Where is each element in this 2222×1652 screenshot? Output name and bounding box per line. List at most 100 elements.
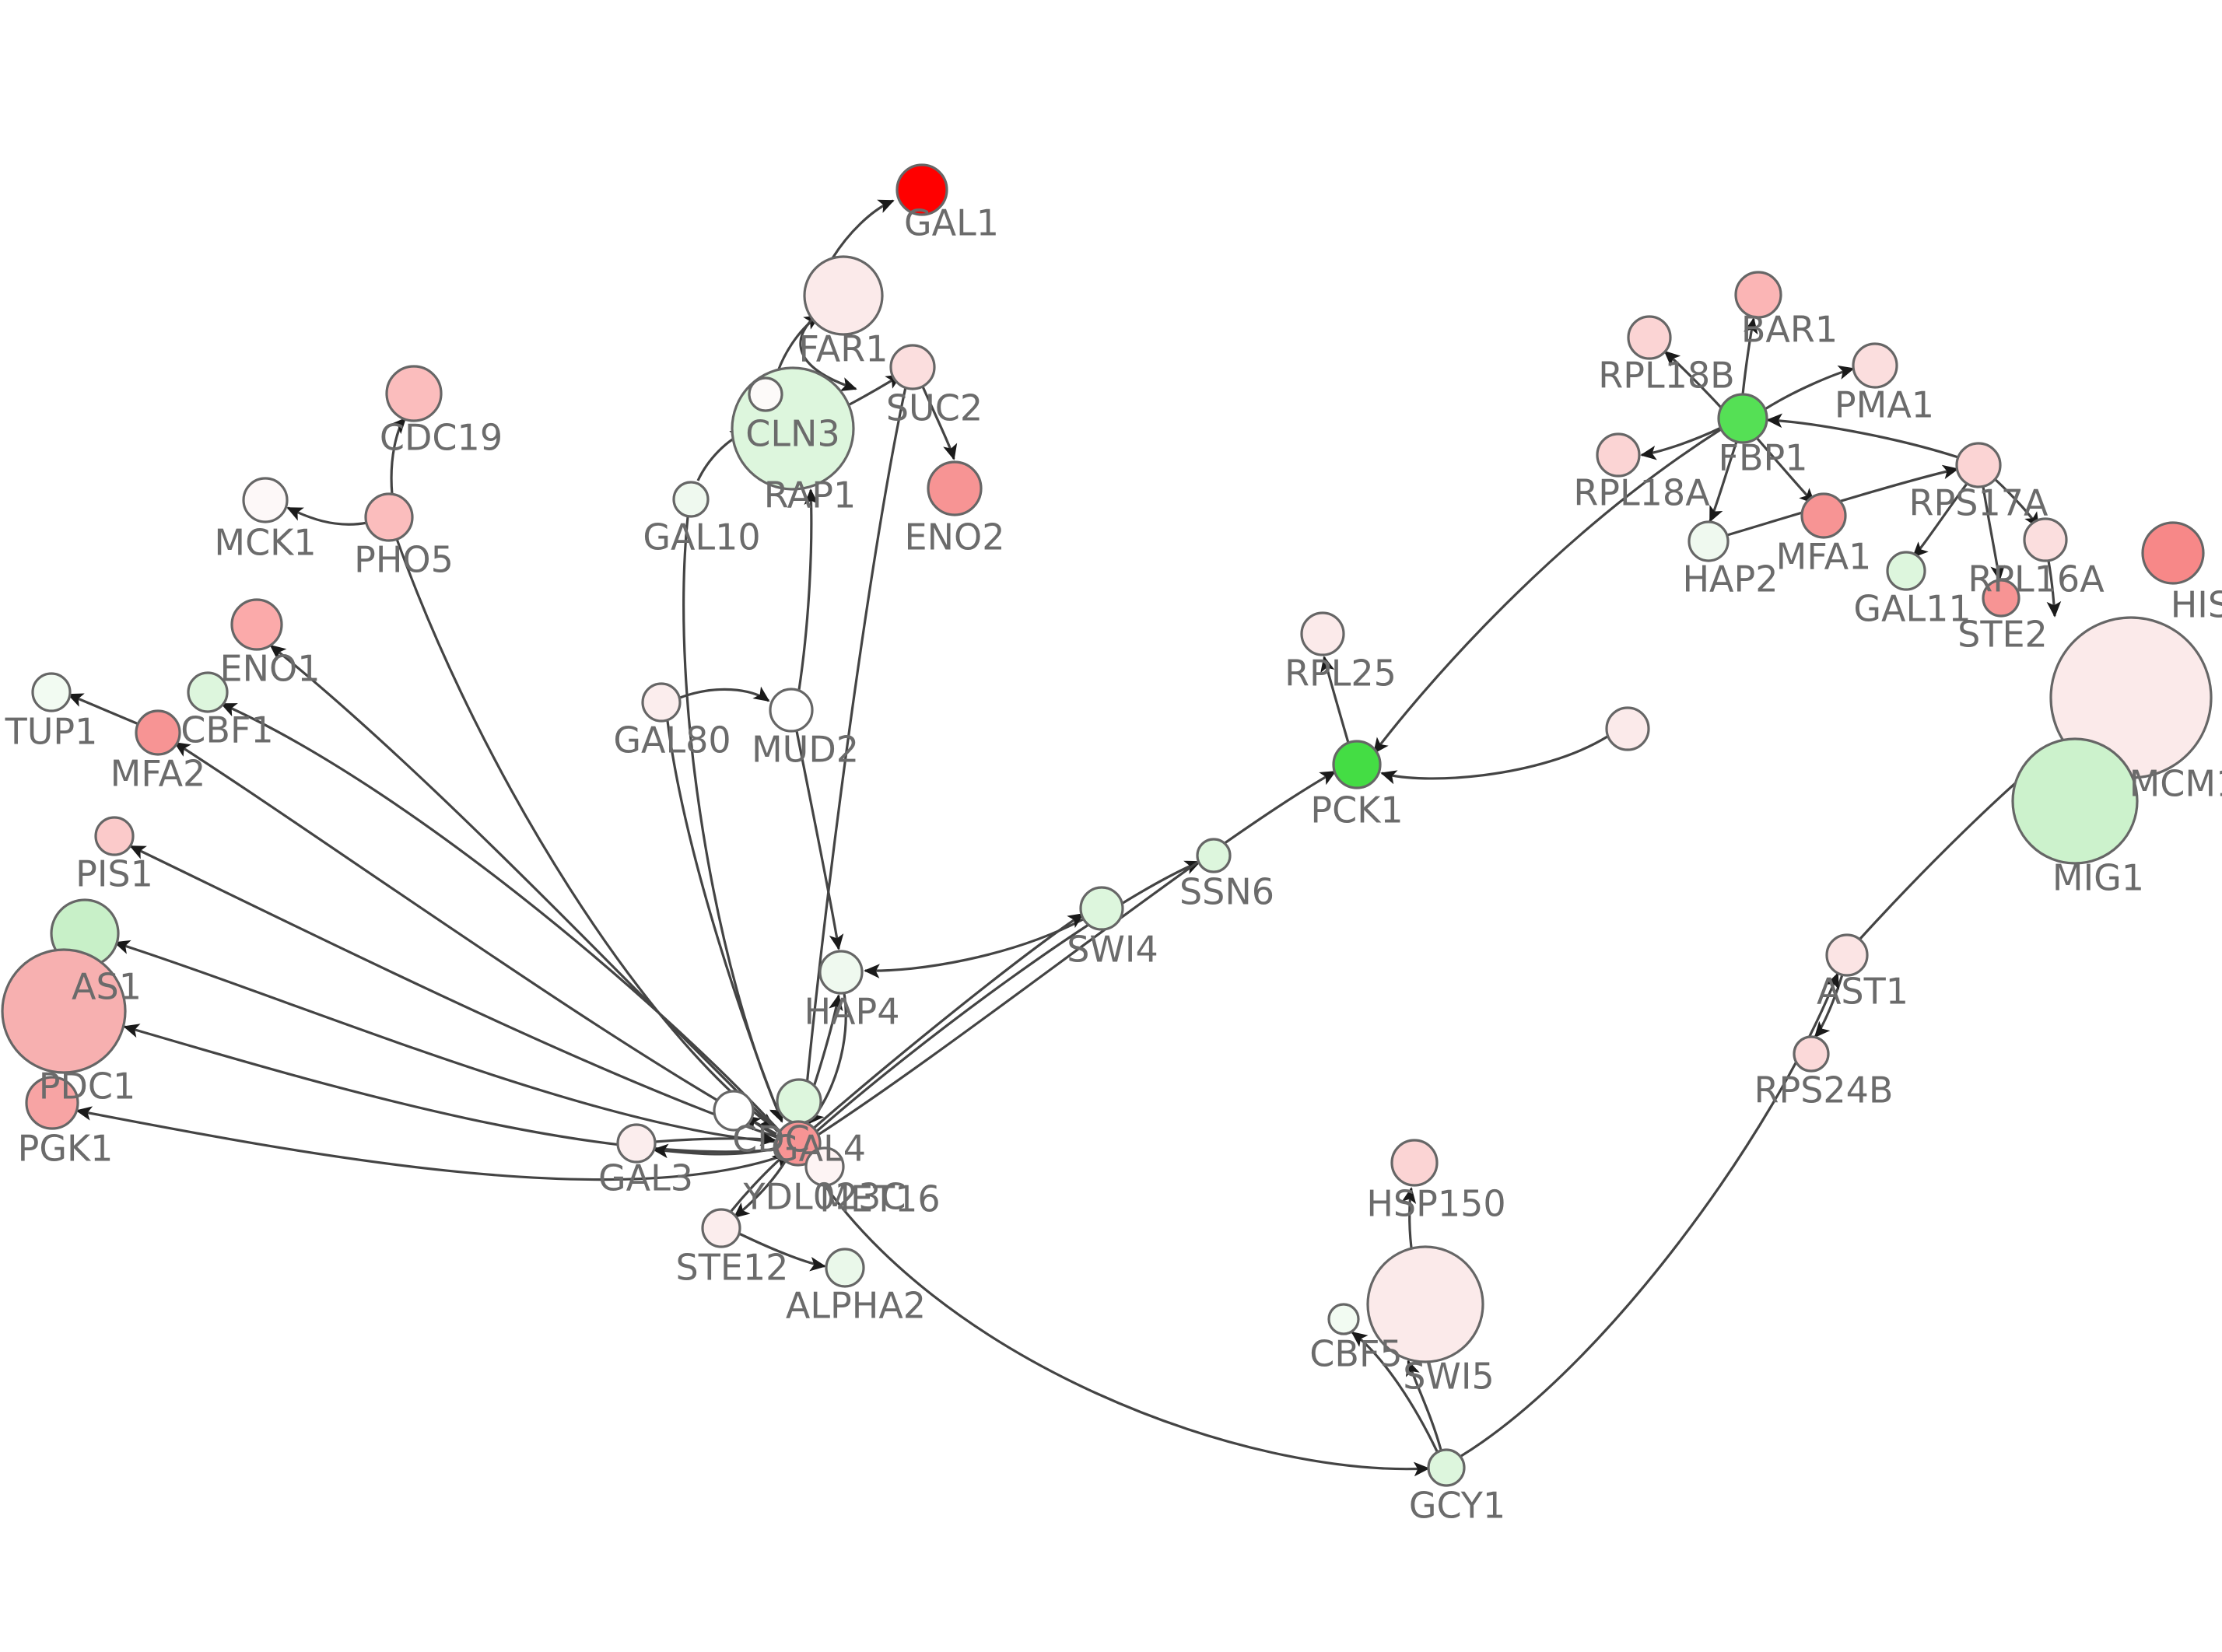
edge-gal4-to-pdc1 [123, 1024, 777, 1153]
node-gal10[interactable] [672, 481, 710, 518]
edge-far1-to-gal1 [831, 199, 895, 259]
node-label-ste2: STE2 [1957, 614, 2048, 656]
node-pis1[interactable] [94, 816, 135, 856]
node-label-hap2: HAP2 [1682, 558, 1778, 600]
node-rpl18b[interactable] [1627, 315, 1672, 360]
node-eno2[interactable] [927, 460, 983, 516]
edge-gal80-to-mud2 [679, 686, 770, 702]
node-gcy1[interactable] [1427, 1448, 1466, 1487]
node-label-mfa1: MFA1 [1776, 536, 1872, 578]
node-his4[interactable] [2141, 521, 2205, 585]
node-unk1[interactable] [1605, 706, 1650, 751]
node-gal11[interactable] [1886, 551, 1926, 591]
node-label-swi5: SWI5 [1403, 1356, 1495, 1398]
node-label-as1: AS1 [72, 966, 142, 1008]
node-label-alpha2: ALPHA2 [786, 1285, 926, 1327]
node-label-ast1: AST1 [1817, 971, 1908, 1013]
node-rpl16a[interactable] [2023, 517, 2068, 562]
edge-gal4-to-pis1 [129, 845, 777, 1139]
edge-rps17a-to-ste2 [1982, 486, 2005, 582]
edge-mud2-to-cln3 [797, 488, 819, 691]
edge-ast1-to-rps24b [1814, 974, 1844, 1038]
node-eno1[interactable] [230, 598, 283, 651]
edge-gal4-to-ssn6 [814, 860, 1201, 1134]
node-rpl18a[interactable] [1596, 432, 1641, 478]
edge-mfa2-to-tup1 [67, 693, 139, 726]
node-fbp1[interactable] [1717, 393, 1768, 444]
edge-rps17a-to-gal11 [1912, 483, 1968, 558]
node-suc2[interactable] [889, 344, 936, 390]
node-label-cln3: CLN3 [745, 413, 839, 455]
node-hap4[interactable] [818, 950, 864, 995]
edge-pho5-to-gal4 [395, 538, 776, 1129]
node-pgk1[interactable] [25, 1076, 79, 1130]
edge-swi5-to-hsp150 [1401, 1187, 1417, 1248]
node-rpl25[interactable] [1300, 611, 1345, 656]
node-ste12[interactable] [701, 1208, 741, 1248]
node-label-cdc19: CDC19 [380, 417, 503, 459]
node-label-eno2: ENO2 [905, 516, 1005, 558]
node-label-mig1: MIG1 [2052, 857, 2144, 899]
node-label-bar1: BAR1 [1741, 309, 1838, 351]
node-cdc[interactable] [713, 1090, 755, 1132]
node-pma1[interactable] [1852, 342, 1898, 389]
node-gal3[interactable] [616, 1123, 657, 1164]
node-label-gal80: GAL80 [613, 719, 731, 761]
node-label-ydl023c: YDL023C [742, 1176, 906, 1218]
node-label-gal3: GAL3 [598, 1157, 693, 1199]
node-hap2[interactable] [1688, 520, 1730, 562]
node-mck1[interactable] [242, 477, 289, 523]
node-label-ssn6: SSN6 [1179, 871, 1274, 913]
node-label-pgk1: PGK1 [18, 1128, 114, 1170]
node-label-rpl18b: RPL18B [1598, 355, 1734, 397]
node-ste2[interactable] [1982, 579, 2020, 618]
node-label-suc2: SUC2 [886, 387, 983, 429]
node-cbf1[interactable] [187, 671, 229, 713]
node-mud2[interactable] [769, 688, 814, 733]
node-swi4[interactable] [1079, 886, 1124, 931]
node-tup1[interactable] [31, 672, 72, 712]
node-mfa2[interactable] [135, 709, 181, 756]
node-rps17a[interactable] [1955, 442, 2002, 488]
node-alpha2[interactable] [825, 1248, 865, 1288]
node-ast1[interactable] [1825, 933, 1869, 977]
node-pho5[interactable] [364, 492, 414, 542]
node-gal4[interactable] [775, 1120, 822, 1167]
node-gal80[interactable] [641, 682, 682, 723]
node-label-his4: HIS4 [2171, 584, 2222, 626]
node-ydl023c[interactable] [804, 1146, 845, 1187]
node-cbf5[interactable] [1327, 1303, 1360, 1335]
edge-gal4-to-eno1 [269, 644, 780, 1133]
edge-far1-to-cln3 [799, 313, 857, 391]
node-gal1[interactable] [895, 163, 948, 216]
edge-gal10-to-gal4 [682, 516, 783, 1122]
node-label-rpl16a: RPL16A [1968, 558, 2105, 600]
node-label-mcm1: MCM1 [2129, 763, 2222, 805]
node-rps24b[interactable] [1793, 1035, 1830, 1073]
node-cln3_inner[interactable] [748, 376, 783, 412]
node-far1[interactable] [803, 255, 884, 336]
node-label-gal1: GAL1 [904, 202, 999, 244]
edge-suc2-to-gal4 [797, 387, 907, 1119]
edge-gcy1-to-swi5 [1406, 1360, 1442, 1451]
node-label-pdc1: PDC1 [39, 1066, 136, 1108]
node-pdc1[interactable] [1, 948, 127, 1074]
node-swi5[interactable] [1366, 1245, 1484, 1363]
node-gal4_hub_green[interactable] [776, 1078, 822, 1125]
node-mfa1[interactable] [1800, 492, 1847, 539]
node-hsp150[interactable] [1390, 1139, 1439, 1187]
node-bar1[interactable] [1734, 271, 1782, 319]
node-ssn6[interactable] [1196, 838, 1232, 873]
edge-fbp1-to-bar1 [1741, 317, 1758, 395]
node-label-eno1: ENO1 [220, 648, 321, 690]
node-cdc19[interactable] [385, 365, 443, 422]
node-pck1[interactable] [1332, 740, 1382, 789]
node-label-tup1: TUP1 [5, 711, 98, 753]
node-label-rpl18a: RPL18A [1573, 472, 1710, 514]
node-label-mck1: MCK1 [214, 522, 316, 564]
node-mig1[interactable] [2011, 737, 2139, 865]
edge-ste12-to-alpha2 [738, 1232, 826, 1272]
node-label-rpl25: RPL25 [1284, 653, 1397, 695]
